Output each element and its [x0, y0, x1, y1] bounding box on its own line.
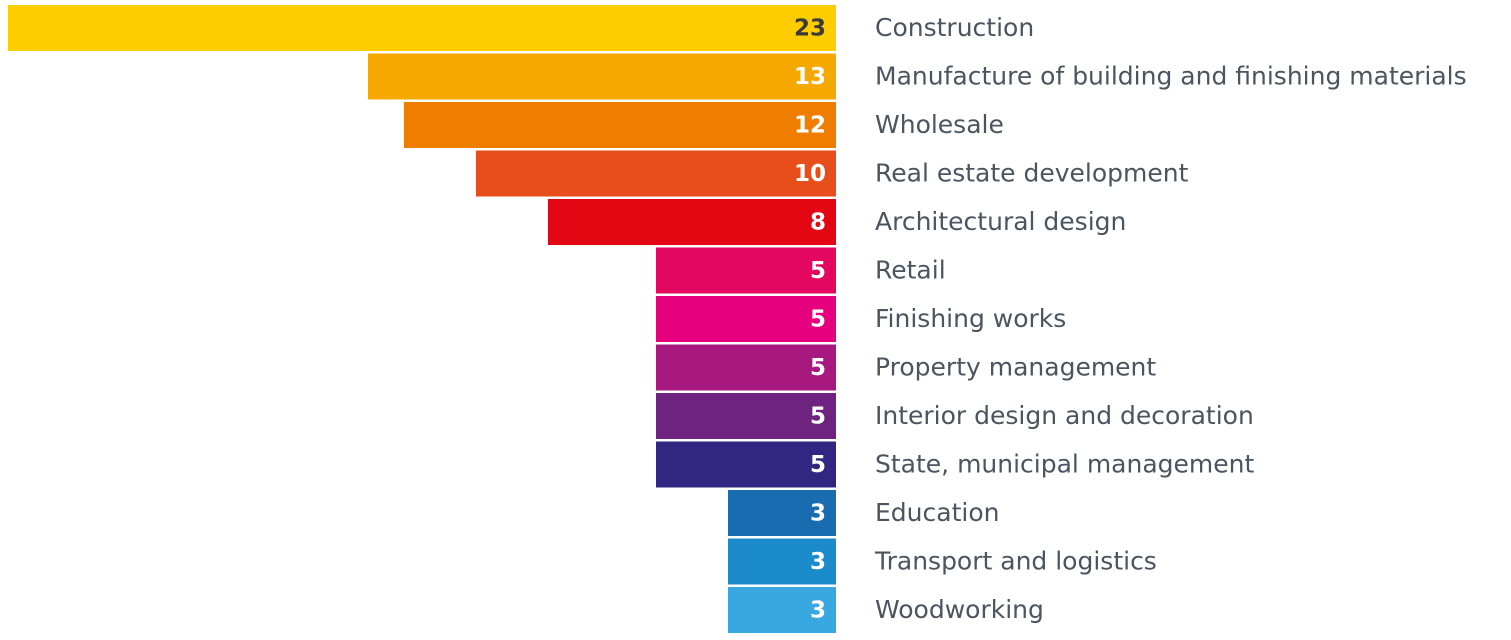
bar: [656, 441, 836, 488]
category-label: State, municipal management: [875, 450, 1254, 479]
value-label: 5: [810, 452, 826, 478]
value-label: 3: [810, 598, 826, 624]
value-label: 8: [810, 210, 826, 236]
bar: [728, 587, 836, 633]
value-label: 5: [810, 258, 826, 284]
value-label: 5: [810, 355, 826, 381]
value-label: 5: [810, 307, 826, 333]
category-label: Property management: [875, 353, 1156, 382]
category-label: Interior design and decoration: [875, 401, 1254, 430]
bar: [548, 199, 836, 245]
category-label: Real estate development: [875, 159, 1189, 188]
category-label: Construction: [875, 13, 1034, 42]
bar: [368, 53, 836, 100]
category-label: Architectural design: [875, 207, 1126, 236]
bar: [656, 296, 836, 342]
bar: [728, 490, 836, 536]
bar: [656, 393, 836, 439]
bar: [728, 538, 836, 585]
category-label: Woodworking: [875, 595, 1044, 624]
category-label: Transport and logistics: [874, 547, 1157, 576]
category-label: Education: [875, 498, 999, 527]
bar: [404, 102, 836, 148]
bar: [656, 344, 836, 391]
category-label: Finishing works: [875, 304, 1066, 333]
value-label: 3: [810, 549, 826, 575]
value-label: 3: [810, 501, 826, 527]
bar: [656, 247, 836, 294]
category-label: Retail: [875, 256, 946, 285]
value-label: 10: [794, 161, 826, 187]
value-label: 5: [810, 404, 826, 430]
value-label: 13: [794, 64, 826, 90]
value-label: 23: [794, 16, 826, 42]
bar: [8, 5, 836, 51]
bar: [476, 150, 836, 197]
category-label: Wholesale: [875, 110, 1004, 139]
value-label: 12: [794, 113, 826, 139]
category-label: Manufacture of building and finishing ma…: [875, 62, 1467, 91]
